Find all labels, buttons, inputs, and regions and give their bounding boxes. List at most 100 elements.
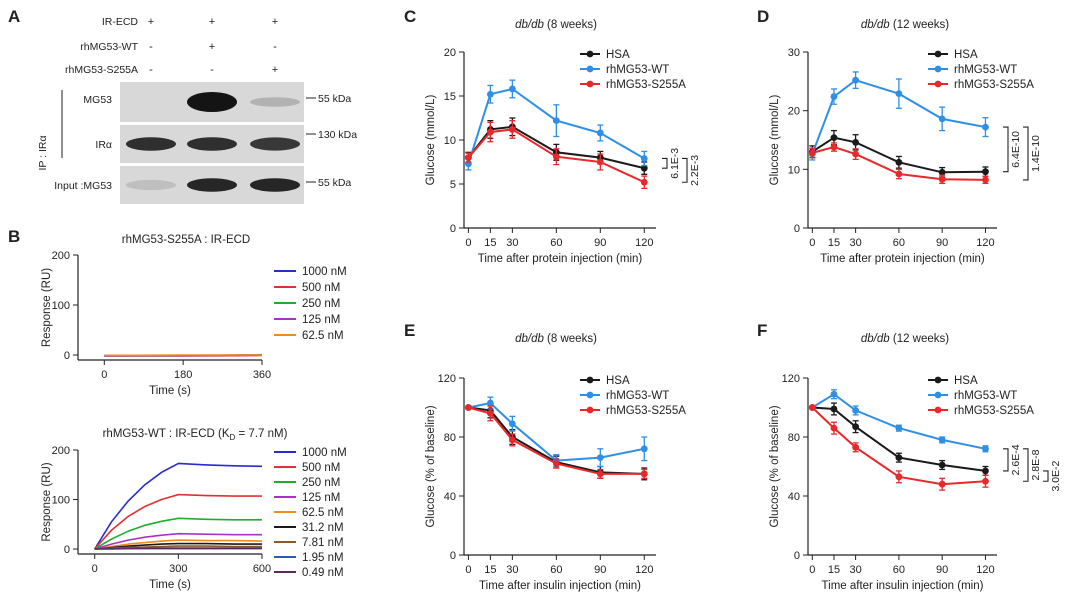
blot-band [250,178,300,192]
series-line [94,493,262,550]
x-tick-label: 60 [550,564,562,576]
data-point [596,454,604,462]
legend-label: rhMG53-WT [606,64,669,76]
data-point [808,149,816,157]
data-point [830,134,838,142]
series-line [811,136,986,174]
series-line [811,79,986,155]
legend-label: 125 nM [302,492,340,504]
data-point [938,168,946,176]
data-point [982,168,989,176]
chart-title-italic: db/db [861,333,890,345]
x-tick-label: 90 [936,237,948,249]
data-point [982,477,989,485]
data-point [596,158,604,166]
data-point [486,399,494,407]
western-blot-panel: IR-ECD rhMG53-WT rhMG53-S255A + + + - + … [37,16,357,204]
legend-label: rhMG53-S255A [606,405,686,417]
data-point [852,150,860,158]
x-tick-label: 15 [828,237,840,249]
legend-label: 250 nM [302,298,340,310]
chart-title: rhMG53-WT : IR-ECD (KD = 7.7 nM) [103,428,288,442]
y-axis-label: Glucose (mmol/L) [769,94,781,185]
significance-bracket [1043,470,1049,482]
blot-band [126,137,176,151]
legend-label: HSA [606,375,630,387]
data-point [938,115,946,123]
series-line [94,517,262,550]
y-tick-label: 80 [444,432,456,444]
legend-label: HSA [954,375,978,387]
x-tick-label: 30 [849,564,861,576]
legend-marker [586,376,594,384]
series-line [812,406,986,472]
x-axis-label: Time after insulin injection (min) [822,580,984,592]
legend-label: 125 nM [302,314,340,326]
x-tick-label: 180 [174,369,192,381]
y-tick-label: 120 [782,373,800,385]
blot-row-label: IR-ECD [102,16,139,28]
blot-band [126,179,176,191]
blot-mark: + [272,64,278,76]
data-point [895,90,903,98]
y-tick-label: 40 [444,491,456,503]
data-point [852,443,860,451]
spr-chart-wt: 0 100 200 0 300 600 Time (s) Response (RU) rhMG5… [41,428,347,591]
blot-mark: + [272,16,278,28]
y-tick-label: 0 [64,350,70,362]
series-line [94,542,262,550]
p-value-label: 2.6E-4 [1010,444,1022,475]
legend-label: 500 nM [302,282,340,294]
blot-row-label: rhMG53-S255A [65,64,138,76]
y-tick-label: 20 [788,106,800,118]
y-tick-label: 20 [444,47,456,59]
x-tick-label: 15 [828,564,840,576]
x-tick-label: 60 [893,564,905,576]
legend-label: 31.2 nM [302,522,344,534]
legend-marker [586,391,594,399]
blot-mark: + [148,16,154,28]
series-line [468,402,645,462]
y-axis-label: Response (RU) [41,268,53,347]
blot-label: MG53 [83,94,112,106]
data-point [596,129,604,137]
data-point [938,461,946,469]
data-point [552,153,560,161]
data-point [895,158,903,166]
x-axis-label: Time (s) [149,579,191,591]
x-axis-label: Time after protein injection (min) [478,253,643,265]
spr-chart-s255a: 0 100 200 0 180 360 Time (s) Response (RU) rhMG5… [41,234,347,397]
series-line [104,354,262,357]
data-point [895,454,903,462]
x-tick-label: 90 [936,564,948,576]
series-line [467,128,645,184]
legend-marker [586,65,594,73]
p-value-label: 6.1E-3 [669,148,681,179]
chart-title-subscript: D [230,433,236,442]
chart-title-part: (8 weeks) [544,333,597,345]
x-axis-label: Time after insulin injection (min) [479,580,641,592]
glucose-chart-d: 0 10 20 30 0 15 30 60 90 120 Time after protein in… [769,19,1042,265]
legend-marker [934,376,942,384]
data-point [830,390,838,398]
x-tick-label: 60 [550,237,562,249]
data-point [508,126,516,133]
legend-label: rhMG53-WT [606,390,669,402]
blot-band [187,92,237,112]
panel-letter-b: B [8,227,20,246]
data-point [852,76,860,84]
significance-bracket [1003,448,1009,472]
data-point [508,85,516,93]
series-line [467,125,645,170]
data-point [640,445,648,453]
x-tick-label: 120 [635,564,653,576]
y-tick-label: 200 [52,250,70,262]
y-tick-label: 0 [450,550,456,562]
data-point [486,90,494,98]
legend-marker [934,65,942,73]
blot-mark: - [210,64,214,76]
y-tick-label: 30 [788,47,800,59]
data-point [552,117,560,125]
x-tick-label: 0 [465,237,471,249]
legend-label: rhMG53-S255A [954,79,1034,91]
